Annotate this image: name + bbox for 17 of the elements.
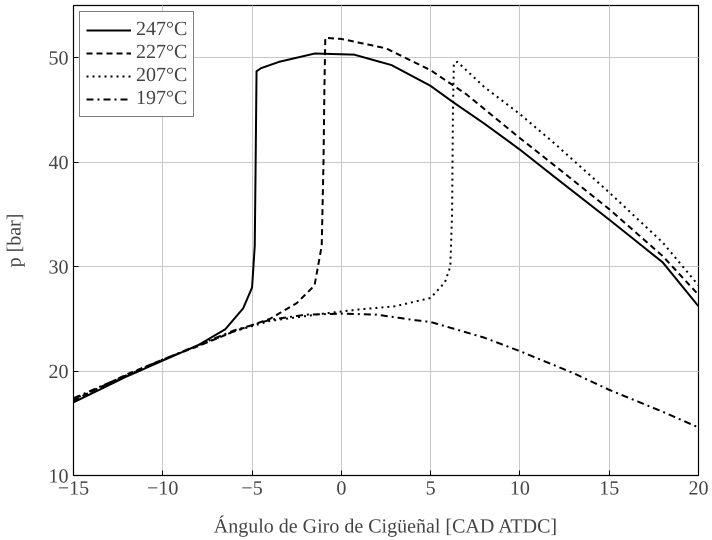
x-tick-label: 0 <box>336 478 346 500</box>
y-axis-title: p [bar] <box>4 214 26 268</box>
legend-label: 247°C <box>136 18 188 41</box>
y-tick-label: 40 <box>48 152 68 174</box>
x-tick-label: 15 <box>599 478 620 500</box>
x-tick-label: −5 <box>241 478 263 500</box>
legend-label: 207°C <box>136 64 188 87</box>
x-tick-label: 5 <box>426 478 436 500</box>
x-tick-label: −10 <box>147 478 178 500</box>
x-tick-label: 10 <box>510 478 530 500</box>
x-axis-title: Ángulo de Giro de Cigüeñal [CAD ATDC] <box>214 514 558 538</box>
y-tick-label: 20 <box>48 361 68 384</box>
legend-label: 227°C <box>136 41 188 64</box>
x-tick-label: 20 <box>688 478 708 500</box>
legend-label: 197°C <box>136 87 188 110</box>
y-tick-label: 50 <box>48 48 68 70</box>
y-tick-label: 30 <box>48 256 68 279</box>
